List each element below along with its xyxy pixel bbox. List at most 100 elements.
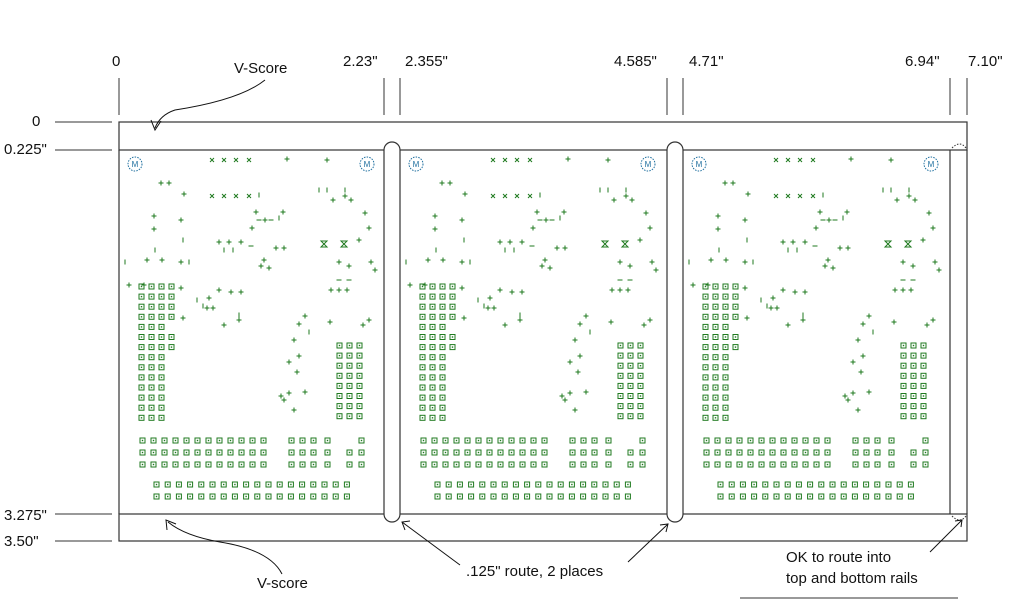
pad-right-core (902, 385, 905, 387)
pad-lower-core (582, 495, 584, 498)
pad-lower-core (798, 483, 800, 486)
pad-left (439, 354, 446, 361)
pad-bottom-core (727, 439, 730, 442)
via-plus (517, 317, 523, 323)
pad-right (900, 413, 907, 420)
pad-right (637, 382, 644, 389)
pad-lower (512, 481, 519, 488)
pad-bottom (227, 449, 234, 456)
pad-right (627, 352, 634, 359)
via-plus (178, 285, 184, 291)
via-plus (296, 321, 302, 327)
pad-bottom-core (582, 463, 585, 466)
pad-bottom (420, 461, 427, 468)
pad-bottom-core (290, 451, 293, 454)
pad-bottom-core (262, 439, 265, 442)
pad-lower (276, 493, 283, 500)
pad-right-core (338, 354, 341, 357)
pad-lower-core (809, 495, 811, 498)
via-plus (817, 209, 823, 215)
pad-left (712, 384, 719, 391)
pad-lower (751, 493, 758, 500)
pad-bottom-core (738, 451, 741, 454)
pad-left-core (714, 407, 717, 409)
pad-bottom (346, 449, 353, 456)
pad-right-core (922, 405, 925, 407)
pad-bottom (431, 461, 438, 468)
pad-lower (568, 481, 575, 488)
pad-bottom-core (262, 451, 265, 454)
dim-v-0: 0 (32, 113, 40, 130)
pad-left (449, 293, 456, 300)
via-cross (502, 193, 508, 199)
via-plus (151, 226, 157, 232)
via-plus (166, 180, 172, 186)
pad-right-core (912, 395, 915, 397)
pad-left (722, 414, 729, 421)
dim-h-4: 4.71" (689, 53, 724, 70)
pad-left-core (140, 376, 143, 379)
pad-lower-core (899, 483, 901, 486)
pad-lower (343, 481, 350, 488)
via-plus (542, 257, 548, 263)
pad-bottom-core (455, 451, 458, 454)
via-cross (490, 157, 496, 163)
pad-bottom-core (716, 463, 719, 466)
pad-bottom (605, 449, 612, 456)
pad-lower (310, 481, 317, 488)
pad-bottom-core (876, 451, 879, 454)
pad-bottom-core (890, 439, 893, 442)
board-outline (118, 121, 968, 542)
pad-bottom-core (782, 463, 785, 466)
pad-left-core (140, 336, 143, 338)
via-plus (858, 369, 864, 375)
via-plus (826, 217, 832, 223)
via-plus (407, 282, 413, 288)
pad-right (356, 393, 363, 399)
pad-left (419, 404, 426, 411)
pad-right (336, 382, 343, 389)
pad-lower-core (753, 495, 755, 498)
pad-right-core (619, 375, 622, 377)
pad-right-core (902, 344, 905, 347)
pad-bottom-core (312, 451, 315, 454)
dim-v-2: 3.275" (4, 507, 47, 524)
pad-lower-core (831, 495, 834, 498)
pad-left-core (714, 285, 717, 288)
pad-left-core (704, 316, 707, 318)
pad-bottom (464, 449, 471, 456)
pad-bottom-core (218, 451, 221, 454)
pad-bottom-core (422, 439, 425, 442)
pad-bottom-core (174, 439, 177, 442)
pad-lower-core (223, 495, 225, 498)
pad-bottom (541, 449, 548, 456)
pad-lower (265, 493, 272, 500)
via-plus (439, 180, 445, 186)
pad-lower-core (234, 483, 236, 486)
pad-right (900, 382, 907, 389)
via-plus (565, 156, 571, 162)
pad-lower-core (323, 483, 326, 486)
pad-left-core (150, 386, 153, 389)
pad-left-core (140, 295, 143, 298)
pad-bottom-core (466, 451, 469, 454)
pad-left-core (724, 346, 727, 348)
via-plus (605, 157, 611, 163)
pad-left (138, 354, 145, 361)
pad-left (439, 283, 446, 290)
pad-left-core (140, 316, 143, 318)
pad-right-core (348, 375, 351, 377)
via-plus (507, 239, 513, 245)
via-plus (178, 259, 184, 265)
pad-left-core (704, 386, 707, 389)
pad-left-core (421, 366, 424, 368)
pad-right-core (902, 354, 905, 357)
pad-bottom (486, 449, 493, 456)
pad-left-core (451, 295, 454, 298)
pad-bottom (703, 437, 710, 444)
pad-lower (580, 493, 587, 500)
pad-bottom (791, 461, 798, 468)
via-cross (773, 157, 779, 163)
pad-right (920, 372, 927, 379)
pad-left (722, 354, 729, 361)
